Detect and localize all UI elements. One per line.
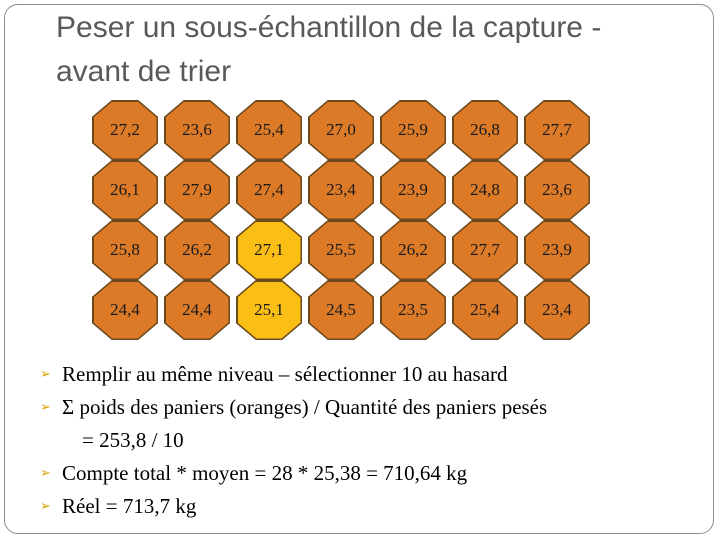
basket-octagon: 24,4 bbox=[164, 280, 230, 340]
bullet-text: Compte total * moyen = 28 * 25,38 = 710,… bbox=[62, 461, 468, 485]
basket-octagon: 25,9 bbox=[380, 100, 446, 160]
basket-weight-value: 23,5 bbox=[381, 281, 445, 339]
basket-octagon: 26,2 bbox=[164, 220, 230, 280]
arrow-bullet-icon: ➢ bbox=[40, 400, 51, 415]
basket-octagon: 23,6 bbox=[524, 160, 590, 220]
basket-octagon: 25,4 bbox=[236, 100, 302, 160]
basket-weight-value: 25,4 bbox=[237, 101, 301, 159]
basket-octagon: 25,1 bbox=[236, 280, 302, 340]
basket-weight-value: 26,8 bbox=[453, 101, 517, 159]
basket-weight-value: 25,8 bbox=[93, 221, 157, 279]
basket-weight-value: 27,4 bbox=[237, 161, 301, 219]
basket-weight-value: 25,1 bbox=[237, 281, 301, 339]
basket-octagon: 23,9 bbox=[380, 160, 446, 220]
arrow-bullet-icon: ➢ bbox=[40, 367, 51, 382]
basket-octagon: 24,4 bbox=[92, 280, 158, 340]
slide-title: Peser un sous-échantillon de la capture … bbox=[56, 11, 602, 88]
basket-weight-value: 25,9 bbox=[381, 101, 445, 159]
basket-weight-value: 25,5 bbox=[309, 221, 373, 279]
basket-octagon: 23,6 bbox=[164, 100, 230, 160]
basket-weight-value: 24,5 bbox=[309, 281, 373, 339]
arrow-bullet-icon: ➢ bbox=[40, 466, 51, 481]
basket-weight-value: 27,7 bbox=[453, 221, 517, 279]
basket-weight-value: 23,6 bbox=[165, 101, 229, 159]
basket-weight-value: 23,6 bbox=[525, 161, 589, 219]
basket-octagon: 26,2 bbox=[380, 220, 446, 280]
basket-weight-value: 27,0 bbox=[309, 101, 373, 159]
basket-octagon: 23,4 bbox=[524, 280, 590, 340]
basket-octagon: 27,4 bbox=[236, 160, 302, 220]
bullet-item: ➢ Remplir au même niveau – sélectionner … bbox=[40, 358, 710, 391]
basket-weight-value: 27,9 bbox=[165, 161, 229, 219]
basket-weight-value: 23,4 bbox=[309, 161, 373, 219]
basket-octagon: 25,8 bbox=[92, 220, 158, 280]
basket-weight-value: 23,9 bbox=[525, 221, 589, 279]
basket-weight-value: 27,2 bbox=[93, 101, 157, 159]
basket-octagon: 26,8 bbox=[452, 100, 518, 160]
basket-weight-value: 24,4 bbox=[165, 281, 229, 339]
bullet-item: ➢ Réel = 713,7 kg bbox=[40, 490, 710, 523]
bullet-text: Σ poids des paniers (oranges) / Quantité… bbox=[62, 395, 548, 419]
basket-octagon: 26,1 bbox=[92, 160, 158, 220]
basket-weight-value: 26,2 bbox=[165, 221, 229, 279]
basket-weight-value: 27,1 bbox=[237, 221, 301, 279]
basket-octagon: 27,7 bbox=[524, 100, 590, 160]
basket-weight-value: 26,1 bbox=[93, 161, 157, 219]
basket-octagon: 27,7 bbox=[452, 220, 518, 280]
basket-weight-value: 27,7 bbox=[525, 101, 589, 159]
basket-weight-value: 26,2 bbox=[381, 221, 445, 279]
basket-octagon: 23,4 bbox=[308, 160, 374, 220]
basket-weight-value: 23,4 bbox=[525, 281, 589, 339]
basket-weight-value: 24,8 bbox=[453, 161, 517, 219]
basket-octagon: 23,5 bbox=[380, 280, 446, 340]
basket-octagon: 27,0 bbox=[308, 100, 374, 160]
bullet-item: ➢ Σ poids des paniers (oranges) / Quanti… bbox=[40, 391, 710, 457]
basket-octagon: 24,5 bbox=[308, 280, 374, 340]
bullet-list: ➢ Remplir au même niveau – sélectionner … bbox=[40, 358, 710, 523]
basket-weights-grid: 27,2 23,6 25,4 27,0 25,9 26,8 27,7 26,1 27,9 27,4… bbox=[92, 100, 590, 340]
slide-frame bbox=[4, 4, 714, 534]
basket-octagon: 27,1 bbox=[236, 220, 302, 280]
bullet-text-continued: = 253,8 / 10 bbox=[82, 428, 184, 452]
basket-octagon: 25,4 bbox=[452, 280, 518, 340]
bullet-item: ➢ Compte total * moyen = 28 * 25,38 = 71… bbox=[40, 457, 710, 490]
bullet-text: Remplir au même niveau – sélectionner 10… bbox=[62, 362, 508, 386]
arrow-bullet-icon: ➢ bbox=[40, 499, 51, 514]
basket-weight-value: 24,4 bbox=[93, 281, 157, 339]
bullet-text: Réel = 713,7 kg bbox=[62, 494, 197, 518]
basket-octagon: 27,9 bbox=[164, 160, 230, 220]
basket-octagon: 24,8 bbox=[452, 160, 518, 220]
basket-octagon: 25,5 bbox=[308, 220, 374, 280]
basket-weight-value: 23,9 bbox=[381, 161, 445, 219]
basket-weight-value: 25,4 bbox=[453, 281, 517, 339]
basket-octagon: 23,9 bbox=[524, 220, 590, 280]
basket-octagon: 27,2 bbox=[92, 100, 158, 160]
